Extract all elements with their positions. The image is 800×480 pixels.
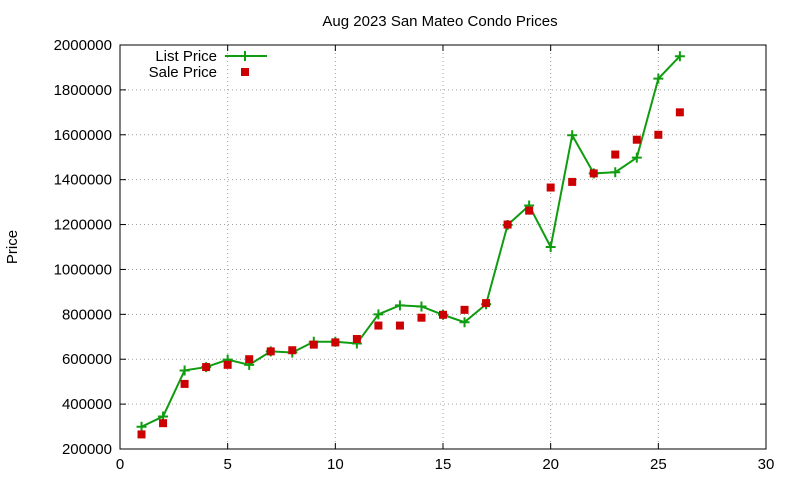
sale-price-point (525, 206, 534, 215)
list-price-point (674, 51, 685, 62)
sale-price-point (288, 346, 297, 355)
sale-price-point (439, 310, 447, 319)
list-price-point (631, 152, 642, 163)
list-price-point (545, 242, 556, 252)
sale-price-point (137, 430, 146, 439)
series (136, 51, 685, 439)
list-price-point (610, 167, 621, 178)
list-price-point (459, 317, 470, 328)
x-tick-label: 20 (542, 456, 559, 473)
sale-price-point (546, 183, 555, 192)
y-tick-label: 1400000 (54, 172, 112, 189)
legend-label: List Price (155, 48, 217, 65)
legend-square-marker (241, 68, 249, 76)
y-tick-label: 1200000 (54, 217, 112, 234)
sale-price-point (374, 321, 383, 330)
sale-price-point (395, 321, 404, 330)
list-price-point (179, 365, 190, 376)
x-tick-label: 5 (223, 456, 231, 473)
list-price-point (567, 130, 578, 141)
sale-price-point (589, 169, 598, 178)
sale-price-point (266, 347, 275, 356)
y-tick-label: 1800000 (54, 82, 112, 99)
sale-price-point (159, 419, 168, 428)
y-tick-label: 400000 (62, 396, 112, 413)
x-tick-label: 15 (435, 456, 452, 473)
sale-price-point (245, 355, 254, 364)
sale-price-point (654, 130, 663, 139)
sale-price-point (180, 379, 189, 388)
sale-price-point (482, 299, 491, 308)
ticks: 0 5 10 15 20 25 30 200000 400000 600000 800000 1000… (54, 37, 775, 473)
sale-price-point (309, 340, 318, 349)
y-tick-label: 2000000 (54, 37, 112, 54)
list-price-point (416, 301, 427, 312)
list-price-line (141, 55, 681, 428)
y-tick-label: 800000 (62, 306, 112, 323)
sale-price-point (503, 220, 512, 229)
x-tick-label: 25 (650, 456, 667, 473)
sale-price-point (632, 135, 641, 144)
sale-price-point (675, 108, 684, 117)
y-axis-label: Price (4, 230, 21, 264)
y-tick-label: 1000000 (54, 261, 112, 278)
sale-price-point (352, 335, 361, 344)
sale-price-point (568, 177, 577, 186)
x-tick-label: 10 (327, 456, 344, 473)
sale-price-point (331, 338, 340, 347)
list-price-point (136, 421, 147, 432)
sale-price-point (223, 360, 232, 369)
sale-price-point (202, 363, 211, 372)
y-tick-label: 1600000 (54, 127, 112, 144)
x-tick-label: 0 (116, 456, 124, 473)
list-price-point (394, 300, 405, 311)
sale-price-point (417, 313, 426, 322)
list-price-point (653, 73, 664, 84)
x-tick-label: 30 (758, 456, 775, 473)
sale-price-point (611, 150, 620, 159)
grid (120, 45, 766, 449)
chart-title: Aug 2023 San Mateo Condo Prices (322, 13, 557, 30)
legend-plus-marker (240, 51, 250, 61)
y-tick-label: 600000 (62, 351, 112, 368)
sale-price-point (460, 305, 469, 314)
list-price-point (373, 309, 384, 320)
y-tick-label: 200000 (62, 441, 112, 458)
legend-label: Sale Price (149, 64, 217, 81)
